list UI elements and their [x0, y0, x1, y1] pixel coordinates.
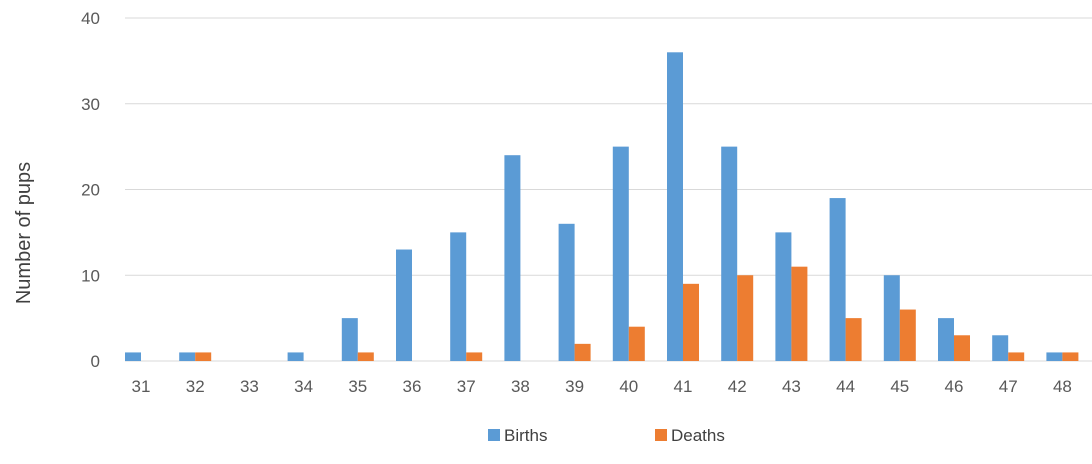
bar-deaths-39 [574, 343, 591, 361]
bars [125, 52, 1079, 362]
bar-births-42 [721, 146, 738, 361]
x-tick-label: 46 [945, 377, 964, 396]
bar-deaths-47 [1008, 352, 1025, 361]
bar-deaths-41 [683, 283, 699, 361]
bar-deaths-43 [791, 266, 808, 361]
x-tick-label: 43 [782, 377, 801, 396]
bar-births-35 [341, 318, 358, 361]
bar-births-41 [667, 52, 683, 362]
bar-deaths-44 [845, 318, 862, 361]
bar-births-47 [992, 335, 1009, 361]
x-tick-label: 32 [186, 377, 205, 396]
y-tick-label: 40 [81, 9, 100, 28]
x-tick-label: 48 [1053, 377, 1072, 396]
x-tick-label: 40 [619, 377, 638, 396]
bar-deaths-48 [1062, 352, 1079, 361]
x-tick-label: 47 [999, 377, 1018, 396]
x-tick-label: 45 [890, 377, 909, 396]
bar-births-43 [775, 232, 792, 361]
x-tick-label: 41 [674, 377, 693, 396]
bar-births-37 [450, 232, 467, 361]
bar-births-46 [938, 318, 954, 361]
legend-label-births: Births [504, 426, 547, 445]
bar-births-40 [612, 146, 629, 361]
bar-births-38 [504, 155, 521, 361]
bar-births-32 [179, 352, 196, 361]
x-axis-ticks: 31 32 33 34 35 36 37 38 39 40 41 42 43 44 45 46 47 48 [132, 377, 1072, 396]
bar-deaths-37 [466, 352, 483, 361]
y-tick-label: 10 [81, 266, 100, 285]
gridlines [125, 17, 1092, 362]
bar-births-36 [396, 249, 412, 361]
bar-deaths-32 [195, 352, 212, 361]
legend-swatch-deaths [655, 429, 667, 441]
x-tick-label: 39 [565, 377, 584, 396]
bar-births-44 [829, 198, 846, 361]
x-tick-label: 35 [348, 377, 367, 396]
bar-births-48 [1046, 352, 1063, 361]
bar-births-31 [125, 352, 141, 361]
bar-deaths-45 [899, 309, 916, 361]
legend-label-deaths: Deaths [671, 426, 725, 445]
y-tick-label: 20 [81, 181, 100, 200]
x-tick-label: 33 [240, 377, 259, 396]
y-axis-ticks: 0 10 20 30 40 [81, 9, 100, 371]
x-tick-label: 36 [403, 377, 422, 396]
x-tick-label: 42 [728, 377, 747, 396]
x-tick-label: 44 [836, 377, 855, 396]
y-tick-label: 30 [81, 95, 100, 114]
x-tick-label: 37 [457, 377, 476, 396]
x-tick-label: 34 [294, 377, 313, 396]
legend-swatch-births [488, 429, 500, 441]
y-axis-label: Number of pups [13, 162, 35, 304]
bar-deaths-42 [737, 275, 754, 361]
legend: Births Deaths [488, 426, 725, 445]
y-tick-label: 0 [91, 352, 100, 371]
bar-births-39 [558, 223, 575, 361]
x-tick-label: 38 [511, 377, 530, 396]
bar-deaths-40 [628, 326, 645, 361]
bar-births-45 [883, 275, 900, 361]
bar-deaths-35 [357, 352, 374, 361]
bar-deaths-46 [954, 335, 970, 361]
bar-births-34 [287, 352, 304, 361]
x-tick-label: 31 [132, 377, 151, 396]
